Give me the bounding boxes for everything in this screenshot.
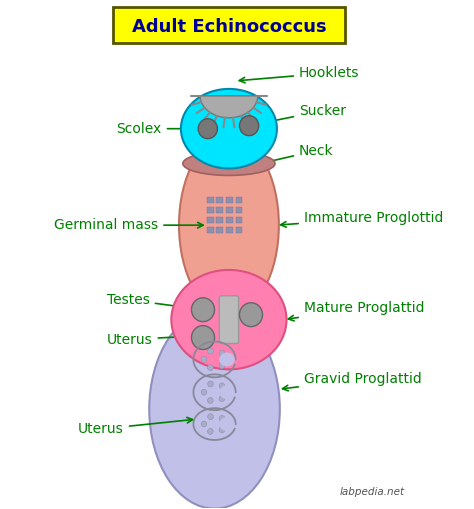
- Polygon shape: [200, 96, 258, 118]
- Ellipse shape: [219, 350, 225, 356]
- Ellipse shape: [149, 309, 280, 508]
- FancyBboxPatch shape: [217, 207, 223, 213]
- FancyBboxPatch shape: [207, 197, 214, 203]
- FancyBboxPatch shape: [207, 207, 214, 213]
- Text: labpedia.net: labpedia.net: [339, 487, 405, 497]
- FancyBboxPatch shape: [226, 227, 233, 233]
- Text: Adult Echinococcus: Adult Echinococcus: [132, 18, 326, 36]
- Ellipse shape: [201, 421, 207, 427]
- Ellipse shape: [239, 303, 263, 327]
- Ellipse shape: [219, 417, 235, 431]
- FancyBboxPatch shape: [236, 197, 242, 203]
- Text: Gravid Proglattid: Gravid Proglattid: [283, 372, 421, 391]
- Ellipse shape: [191, 298, 215, 322]
- Ellipse shape: [219, 427, 225, 433]
- FancyBboxPatch shape: [226, 197, 233, 203]
- Ellipse shape: [208, 414, 213, 420]
- FancyBboxPatch shape: [226, 217, 233, 223]
- Ellipse shape: [183, 152, 275, 176]
- Text: Scolex: Scolex: [117, 122, 189, 136]
- FancyBboxPatch shape: [217, 227, 223, 233]
- Ellipse shape: [208, 398, 213, 404]
- FancyBboxPatch shape: [236, 227, 242, 233]
- Text: Neck: Neck: [265, 144, 334, 164]
- FancyBboxPatch shape: [226, 207, 233, 213]
- FancyBboxPatch shape: [217, 217, 223, 223]
- Ellipse shape: [208, 381, 213, 387]
- FancyBboxPatch shape: [236, 207, 242, 213]
- Ellipse shape: [201, 389, 207, 395]
- Text: Immature Proglottid: Immature Proglottid: [281, 211, 443, 227]
- Ellipse shape: [181, 89, 277, 168]
- Text: Hooklets: Hooklets: [239, 66, 359, 83]
- Ellipse shape: [219, 385, 235, 399]
- FancyBboxPatch shape: [217, 197, 223, 203]
- Ellipse shape: [219, 352, 235, 366]
- FancyBboxPatch shape: [207, 227, 214, 233]
- Ellipse shape: [171, 270, 286, 370]
- Ellipse shape: [239, 116, 259, 136]
- Ellipse shape: [208, 364, 213, 371]
- Text: Germinal mass: Germinal mass: [54, 218, 203, 232]
- Ellipse shape: [198, 119, 218, 138]
- Ellipse shape: [208, 429, 213, 434]
- Text: Uterus: Uterus: [78, 417, 192, 436]
- Text: Uterus: Uterus: [107, 332, 198, 347]
- Ellipse shape: [208, 348, 213, 354]
- Ellipse shape: [219, 415, 225, 421]
- Ellipse shape: [219, 395, 225, 402]
- Ellipse shape: [219, 363, 225, 369]
- FancyBboxPatch shape: [207, 217, 214, 223]
- Ellipse shape: [191, 326, 215, 350]
- FancyBboxPatch shape: [113, 7, 345, 43]
- Text: Testes: Testes: [107, 293, 199, 311]
- FancyBboxPatch shape: [236, 217, 242, 223]
- Ellipse shape: [219, 383, 225, 389]
- Ellipse shape: [201, 356, 207, 362]
- Text: Mature Proglattid: Mature Proglattid: [288, 301, 424, 321]
- Ellipse shape: [179, 136, 279, 315]
- FancyBboxPatch shape: [219, 296, 238, 344]
- Text: Sucker: Sucker: [254, 104, 346, 126]
